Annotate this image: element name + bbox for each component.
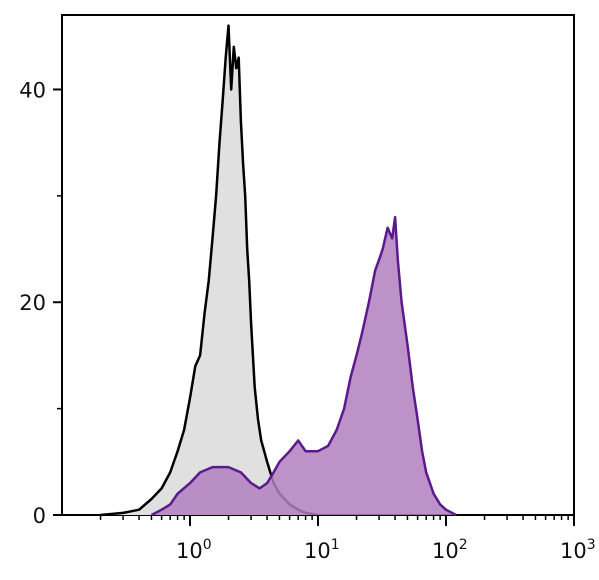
x-tick-label: 102 (432, 537, 468, 563)
y-tick-label: 40 (19, 78, 46, 102)
x-tick-label: 103 (560, 537, 596, 563)
plot-frame (61, 14, 575, 516)
x-tick-label: 101 (304, 537, 340, 563)
series-area-1 (100, 25, 318, 515)
series-line-1 (100, 24, 319, 517)
y-tick-label: 0 (33, 504, 46, 528)
y-tick-label: 20 (19, 291, 46, 315)
series-area-2 (151, 217, 457, 515)
series-layer (100, 24, 457, 517)
series-line-2 (150, 215, 457, 517)
axis-layer: 100 101 102 103 0 20 40 (19, 78, 595, 563)
x-tick-label: 100 (176, 537, 212, 563)
